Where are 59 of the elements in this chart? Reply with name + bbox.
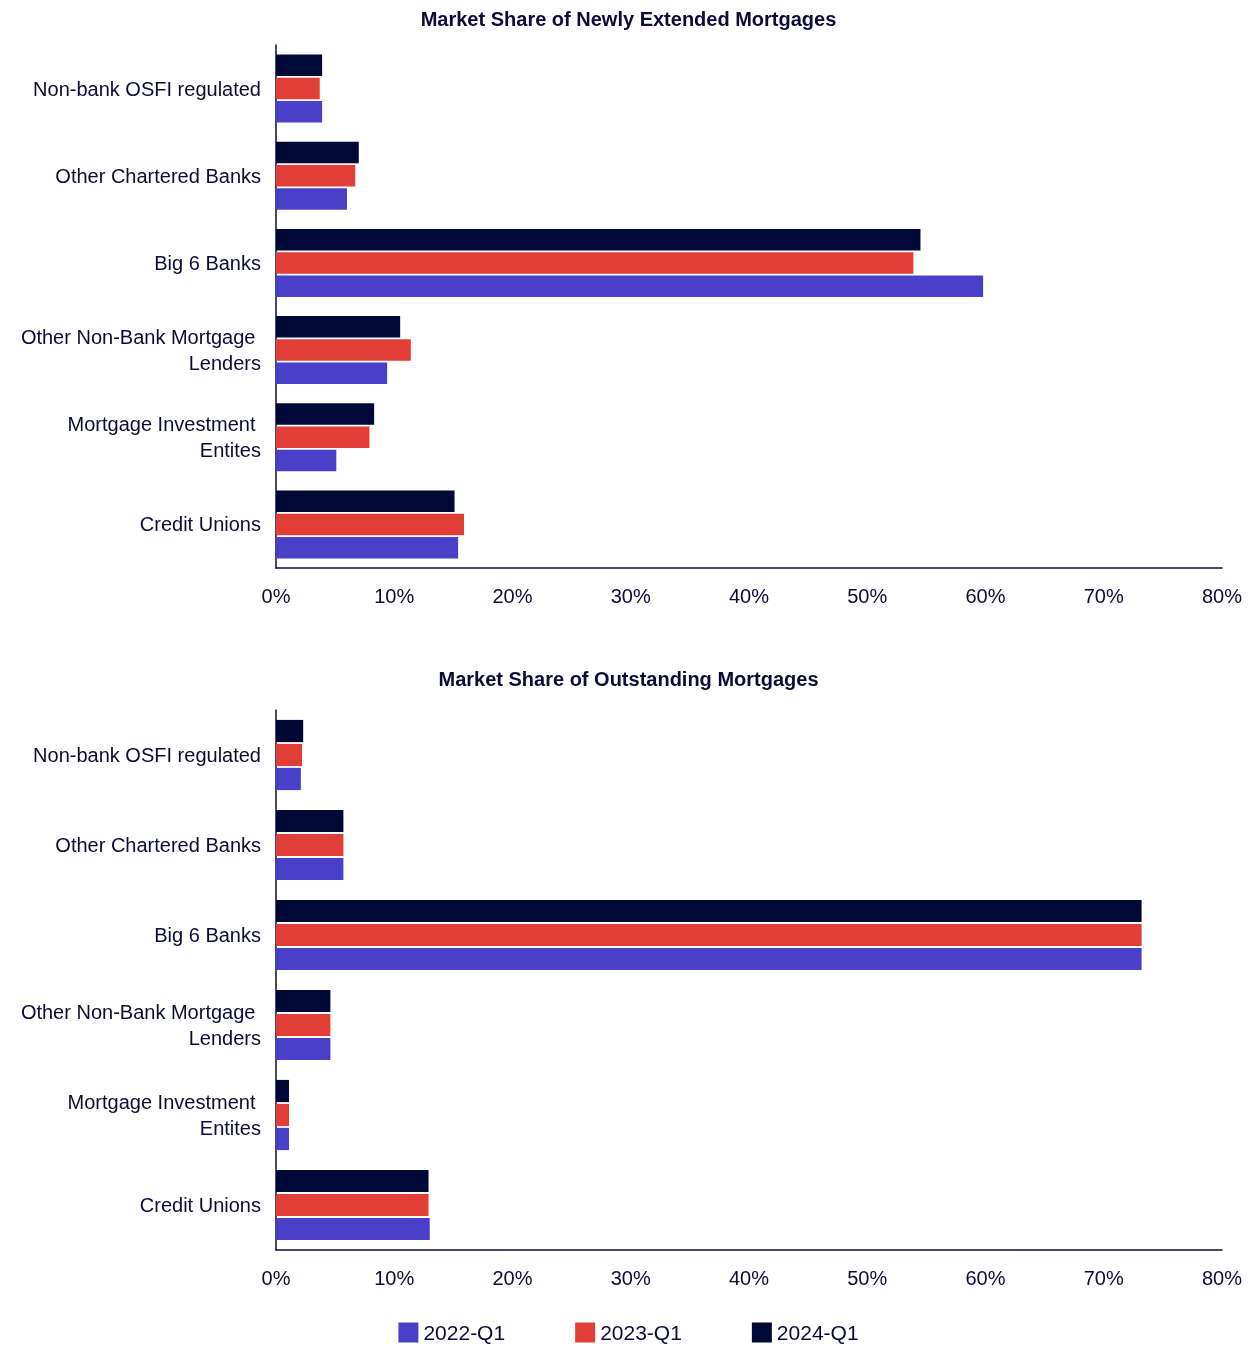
bar <box>276 857 344 881</box>
bar <box>276 1193 429 1217</box>
bar <box>276 449 337 472</box>
x-tick-label: 30% <box>610 1267 651 1289</box>
chart-title: Market Share of Outstanding Mortgages <box>438 668 819 690</box>
y-tick-label: Non-bank OSFI regulated <box>33 77 261 100</box>
bar <box>276 833 344 857</box>
bar <box>276 362 388 385</box>
x-tick-label: 20% <box>492 585 533 607</box>
x-tick-label: 50% <box>847 585 888 607</box>
x-tick-label: 60% <box>965 1267 1006 1289</box>
bar <box>276 275 984 297</box>
y-tick-label: Non-bank OSFI regulated <box>33 744 261 766</box>
bar <box>276 923 1142 947</box>
bar <box>276 743 303 767</box>
x-tick-label: 10% <box>374 1267 415 1289</box>
legend-label: 2023-Q1 <box>600 1321 682 1344</box>
bar <box>276 426 370 449</box>
bar <box>276 101 323 123</box>
bar <box>276 1127 290 1151</box>
bar <box>276 1217 430 1241</box>
bar <box>276 77 320 100</box>
bar <box>276 1103 290 1127</box>
x-tick-label: 40% <box>728 585 770 607</box>
y-tick-label: Other Non-Bank Mortgage Lenders <box>20 326 261 375</box>
bar <box>276 164 356 187</box>
x-tick-label: 80% <box>1201 1267 1243 1289</box>
y-tick-label: Other Chartered Banks <box>55 834 261 856</box>
x-tick-label: 70% <box>1083 1267 1124 1289</box>
bar <box>276 1013 331 1037</box>
y-tick-label: Credit Unions <box>139 513 261 536</box>
x-tick-label: 40% <box>728 1267 770 1289</box>
x-tick-label: 50% <box>847 1267 888 1289</box>
x-tick-label: 60% <box>965 585 1006 607</box>
y-tick-label: Other Chartered Banks <box>55 164 261 187</box>
bar <box>276 767 301 791</box>
y-tick-label: Credit Unions <box>139 1194 261 1216</box>
bar <box>276 1037 331 1061</box>
bar <box>276 536 459 559</box>
legend-label: 2024-Q1 <box>776 1321 859 1344</box>
x-tick-label: 20% <box>492 1267 533 1289</box>
bar <box>276 947 1142 971</box>
y-tick-label: Other Non-Bank Mortgage Lenders <box>20 1001 261 1049</box>
x-tick-label: 10% <box>374 585 415 607</box>
y-tick-label: Big 6 Banks <box>154 924 261 946</box>
x-tick-label: 0% <box>261 1267 291 1289</box>
bar <box>276 188 347 210</box>
x-tick-label: 70% <box>1083 585 1124 607</box>
bar <box>276 252 914 274</box>
y-tick-label: Mortgage Investment Entites <box>67 1091 261 1139</box>
bar <box>276 513 465 536</box>
x-tick-label: 0% <box>261 585 291 607</box>
chart-title: Market Share of Newly Extended Mortgages <box>420 8 837 30</box>
y-tick-label: Mortgage Investment Entites <box>67 413 261 462</box>
x-tick-label: 30% <box>610 585 651 607</box>
bar <box>276 339 411 361</box>
y-tick-label: Big 6 Banks <box>154 251 261 274</box>
x-tick-label: 80% <box>1201 585 1243 607</box>
legend-label: 2022-Q1 <box>423 1321 506 1344</box>
